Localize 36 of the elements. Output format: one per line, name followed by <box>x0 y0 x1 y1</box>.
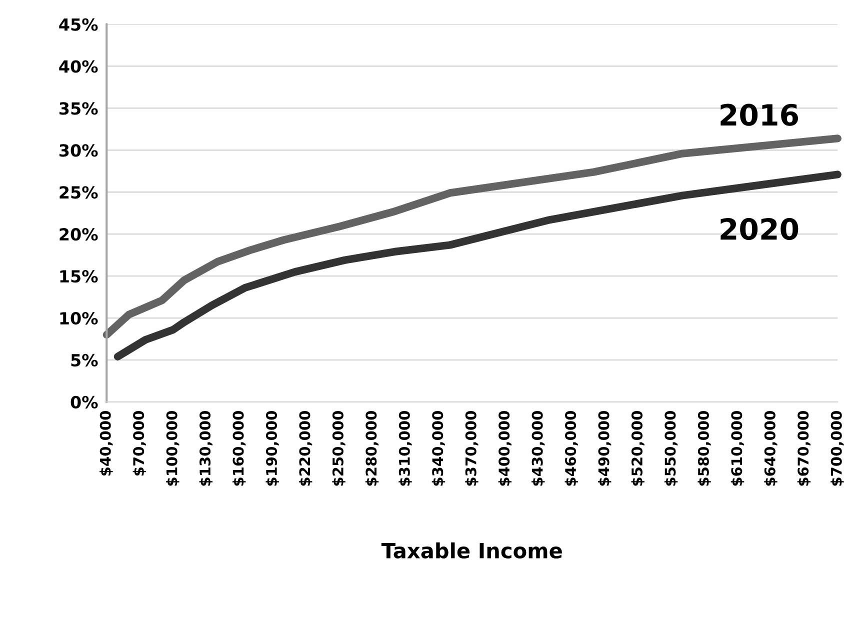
x-tick-label: $550,000 <box>664 410 678 486</box>
x-tick-label: $190,000 <box>266 410 279 486</box>
x-tick-label: $160,000 <box>232 410 246 486</box>
y-tick-label: 35% <box>60 102 98 115</box>
x-tick-label: $400,000 <box>498 410 512 486</box>
x-tick-label: $430,000 <box>532 410 545 486</box>
y-tick-label: 0% <box>70 396 98 408</box>
x-tick-label: $310,000 <box>398 410 412 486</box>
series-label: 2016 <box>720 104 798 126</box>
y-tick-label: 45% <box>59 18 98 31</box>
x-tick-label: $670,000 <box>797 410 811 486</box>
x-tick-label: $250,000 <box>332 410 346 486</box>
x-tick-label: $40,000 <box>100 410 113 476</box>
x-tick-label: $100,000 <box>166 410 180 486</box>
x-tick-label: $220,000 <box>298 410 312 486</box>
y-tick-label: 20% <box>60 228 98 241</box>
x-axis-title: Taxable Income <box>381 542 562 559</box>
y-tick-label: 15% <box>60 270 98 283</box>
y-tick-label: 30% <box>60 144 98 157</box>
x-tick-label: $370,000 <box>465 410 478 486</box>
x-tick-label: $280,000 <box>365 410 379 486</box>
series-label: 2020 <box>720 218 798 240</box>
x-tick-label: $70,000 <box>132 410 146 476</box>
x-tick-label: $520,000 <box>631 410 644 486</box>
x-tick-label: $700,000 <box>830 410 844 486</box>
x-tick-label: $130,000 <box>199 410 212 486</box>
y-tick-label: 5% <box>71 354 98 367</box>
x-tick-label: $580,000 <box>698 410 711 486</box>
x-tick-label: $340,000 <box>432 410 446 486</box>
x-tick-label: $460,000 <box>564 410 578 486</box>
x-tick-label: $610,000 <box>730 410 744 486</box>
y-tick-label: 40% <box>59 60 98 73</box>
x-tick-label: $640,000 <box>764 410 778 486</box>
x-tick-label: $490,000 <box>598 410 612 486</box>
y-tick-label: 25% <box>60 186 98 199</box>
y-tick-label: 10% <box>60 312 98 325</box>
